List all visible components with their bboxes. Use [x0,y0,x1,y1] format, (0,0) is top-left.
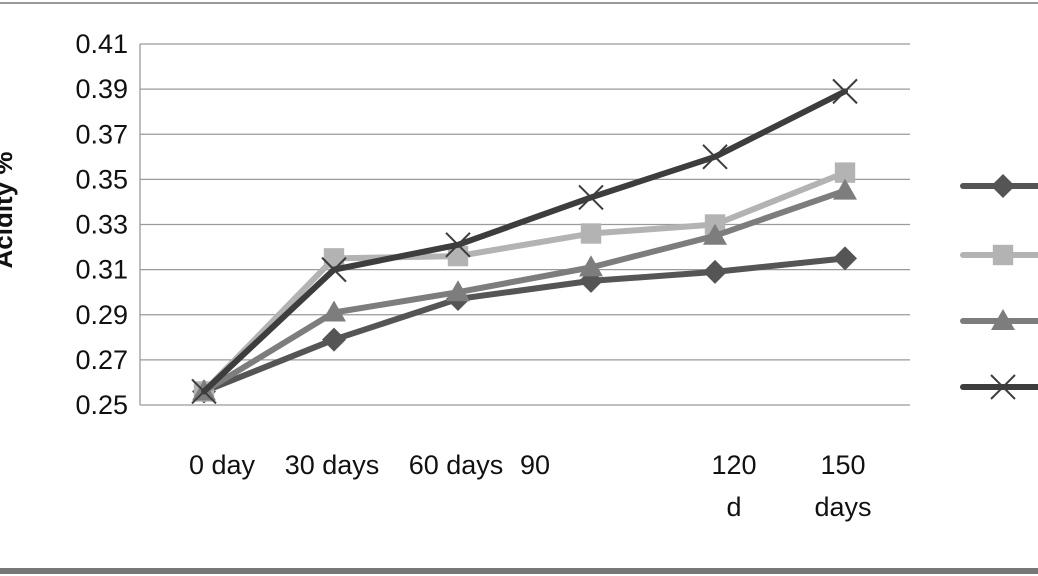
gridlines [139,43,910,406]
x-tick-label: 0 day [189,450,256,480]
x-axis-tick-labels: 0 day 30 days 60 days 90 120 d 150 days [189,450,872,522]
x-marker [702,144,728,170]
legend-entry-diamond [960,174,1038,198]
series-triangle [192,178,857,401]
x-tick-label: 60 days [409,450,504,480]
y-tick-label: 0.31 [75,255,128,285]
y-tick-label: 0.37 [75,119,128,149]
y-tick-label: 0.35 [75,164,128,194]
legend-entry-triangle [960,309,1038,330]
x-tick-label: 150 [820,450,865,480]
series-line-diamond [201,255,848,395]
series-line-x [201,88,848,395]
x-tick-label: d [726,492,741,522]
triangle-marker [833,178,857,200]
x-marker [191,378,217,405]
square-marker [580,223,602,244]
x-marker [990,374,1016,400]
y-tick-label: 0.39 [75,74,128,104]
x-marker [445,232,471,258]
y-tick-label: 0.29 [75,300,128,330]
legend [960,174,1038,400]
series-line-triangle [201,187,848,395]
y-tick-label: 0.27 [75,345,128,375]
series-x [191,78,858,405]
x-tick-label: 30 days [285,450,380,480]
x-marker [578,184,604,211]
diamond-marker [833,246,857,271]
series-lines [191,78,858,405]
legend-entry-x [960,374,1038,400]
legend-entry-square [960,244,1038,266]
y-tick-label: 0.25 [75,390,128,420]
x-tick-label: days [814,492,871,522]
y-tick-label: 0.33 [75,210,128,240]
x-marker [832,78,858,105]
x-marker [321,256,347,283]
triangle-marker [322,300,346,322]
diamond-marker [322,327,346,352]
y-tick-label: 0.41 [75,29,128,59]
triangle-marker [703,223,727,245]
y-axis-tick-labels: 0.41 0.39 0.37 0.35 0.33 0.31 0.29 0.27 0.25 [75,29,128,420]
diamond-marker [991,174,1015,198]
triangle-marker [991,309,1015,330]
triangle-marker [579,255,603,277]
y-axis-title: Acidity % [0,151,18,268]
diamond-marker [703,259,727,284]
x-tick-label: 90 [520,450,550,480]
square-marker [834,162,856,183]
square-marker [992,244,1014,266]
x-tick-label: 120 [711,450,756,480]
triangle-marker [446,280,470,302]
series-line-square [201,169,848,395]
